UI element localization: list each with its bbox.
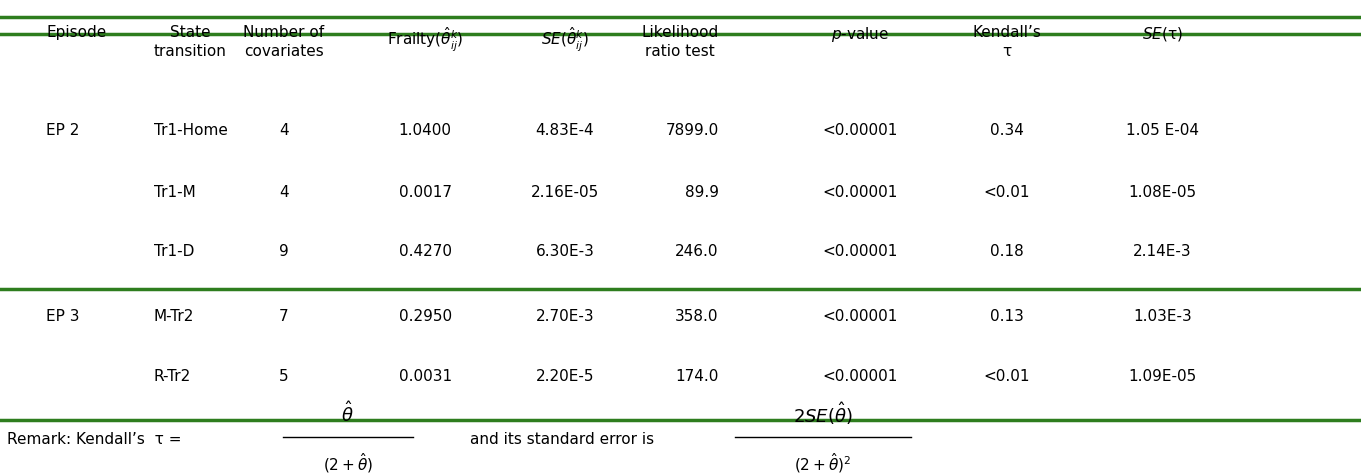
Text: 4: 4	[279, 185, 289, 200]
Text: 2.16E-05: 2.16E-05	[531, 185, 599, 200]
Text: Tr1-D: Tr1-D	[154, 245, 193, 259]
Text: 4: 4	[279, 123, 289, 138]
Text: 6.30E-3: 6.30E-3	[536, 245, 595, 259]
Text: 2.20E-5: 2.20E-5	[536, 368, 595, 384]
Text: 174.0: 174.0	[675, 368, 719, 384]
Text: <0.00001: <0.00001	[822, 123, 897, 138]
Text: 1.05 E-04: 1.05 E-04	[1126, 123, 1199, 138]
Text: 0.13: 0.13	[989, 309, 1023, 324]
Text: 246.0: 246.0	[675, 245, 719, 259]
Text: <0.00001: <0.00001	[822, 245, 897, 259]
Text: 2.70E-3: 2.70E-3	[536, 309, 595, 324]
Text: Remark: Kendall’s  τ =: Remark: Kendall’s τ =	[7, 432, 181, 446]
Text: <0.01: <0.01	[983, 368, 1030, 384]
Text: 0.0017: 0.0017	[399, 185, 452, 200]
Text: 1.0400: 1.0400	[399, 123, 452, 138]
Text: Tr1-Home: Tr1-Home	[154, 123, 227, 138]
Text: 0.4270: 0.4270	[399, 245, 452, 259]
Text: $SE$(τ): $SE$(τ)	[1142, 25, 1183, 43]
Text: <0.00001: <0.00001	[822, 309, 897, 324]
Text: $SE(\hat{\theta}^k_{ij})$: $SE(\hat{\theta}^k_{ij})$	[542, 25, 589, 54]
Text: $(2+\hat{\theta})^2$: $(2+\hat{\theta})^2$	[795, 451, 852, 475]
Text: <0.00001: <0.00001	[822, 368, 897, 384]
Text: <0.01: <0.01	[983, 185, 1030, 200]
Text: Tr1-M: Tr1-M	[154, 185, 195, 200]
Text: 7899.0: 7899.0	[666, 123, 719, 138]
Text: 4.83E-4: 4.83E-4	[536, 123, 595, 138]
Text: 358.0: 358.0	[675, 309, 719, 324]
Text: Number of
covariates: Number of covariates	[244, 25, 324, 59]
Text: 5: 5	[279, 368, 289, 384]
Text: 0.0031: 0.0031	[399, 368, 452, 384]
Text: 2.14E-3: 2.14E-3	[1134, 245, 1192, 259]
Text: Likelihood
ratio test: Likelihood ratio test	[641, 25, 719, 59]
Text: Frailty($\hat{\theta}^k_{ij}$): Frailty($\hat{\theta}^k_{ij}$)	[387, 25, 463, 54]
Text: Kendall’s
τ: Kendall’s τ	[972, 25, 1041, 59]
Text: 1.09E-05: 1.09E-05	[1128, 368, 1196, 384]
Text: $(2+\hat{\theta})$: $(2+\hat{\theta})$	[323, 451, 373, 475]
Text: M-Tr2: M-Tr2	[154, 309, 193, 324]
Text: EP 3: EP 3	[46, 309, 80, 324]
Text: 0.18: 0.18	[989, 245, 1023, 259]
Text: $2SE(\hat{\theta})$: $2SE(\hat{\theta})$	[793, 400, 853, 427]
Text: 1.08E-05: 1.08E-05	[1128, 185, 1196, 200]
Text: R-Tr2: R-Tr2	[154, 368, 191, 384]
Text: 1.03E-3: 1.03E-3	[1134, 309, 1192, 324]
Text: $p$-value: $p$-value	[830, 25, 889, 44]
Text: State
transition: State transition	[154, 25, 226, 59]
Text: 89.9: 89.9	[685, 185, 719, 200]
Text: <0.00001: <0.00001	[822, 185, 897, 200]
Text: EP 2: EP 2	[46, 123, 79, 138]
Text: 9: 9	[279, 245, 289, 259]
Text: 0.2950: 0.2950	[399, 309, 452, 324]
Text: and its standard error is: and its standard error is	[470, 432, 655, 446]
Text: Episode: Episode	[46, 25, 106, 40]
Text: 7: 7	[279, 309, 289, 324]
Text: 0.34: 0.34	[989, 123, 1023, 138]
Text: $\hat{\theta}$: $\hat{\theta}$	[342, 401, 354, 426]
